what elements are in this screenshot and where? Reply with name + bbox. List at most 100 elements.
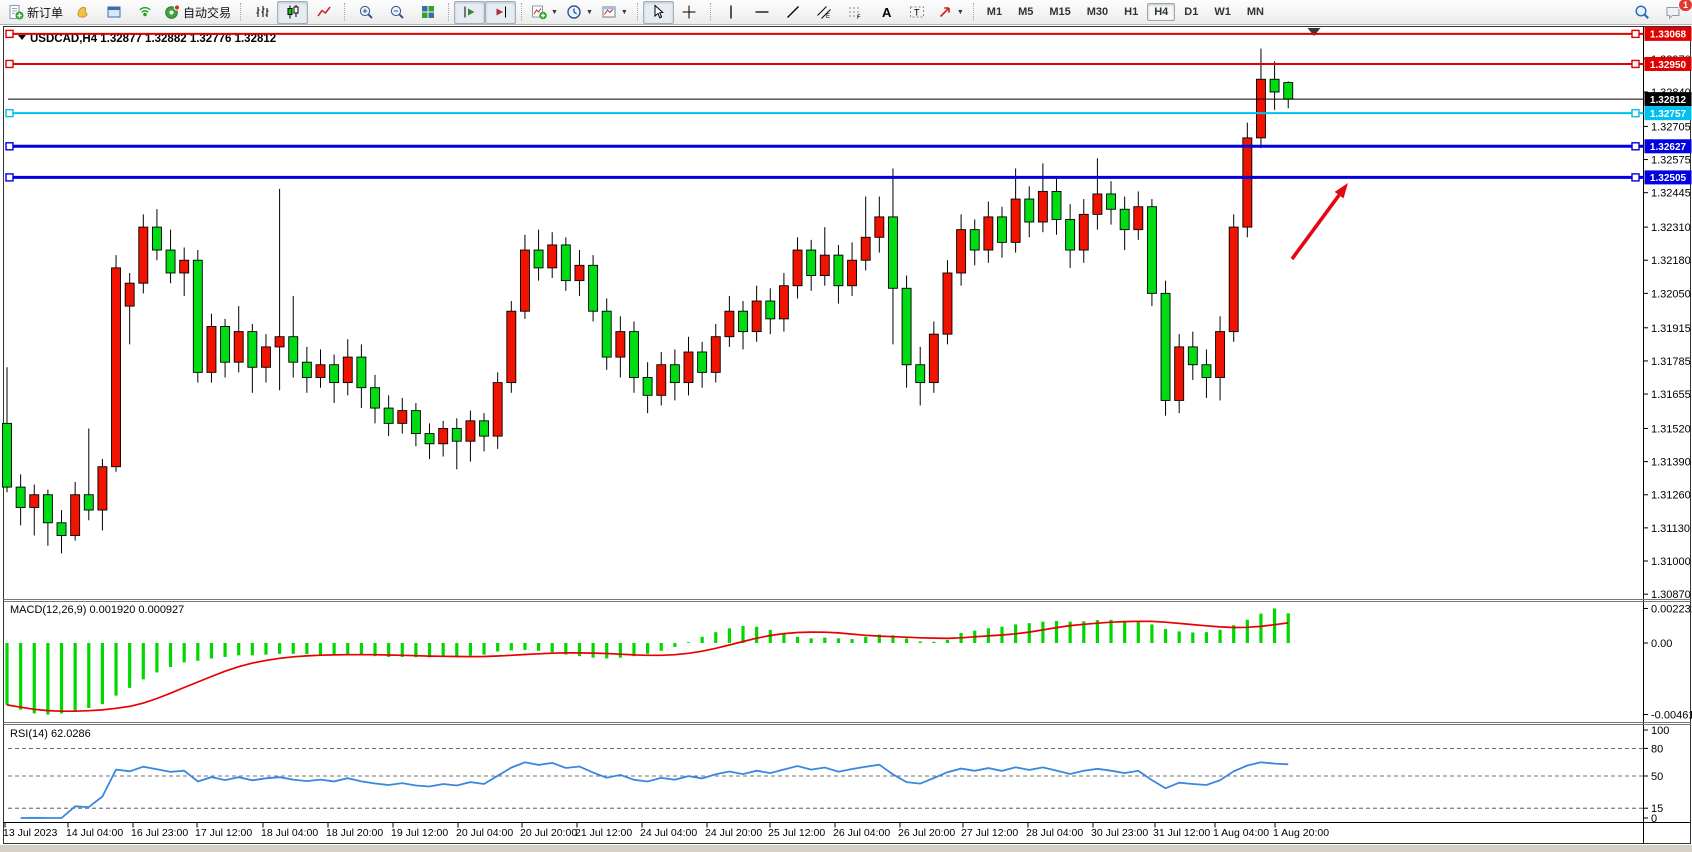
candle-up xyxy=(124,282,135,307)
candle-down xyxy=(1160,292,1171,401)
candle-up xyxy=(206,326,217,373)
candle-chart-button[interactable] xyxy=(277,0,309,24)
candle-up xyxy=(874,216,885,238)
tf-button-M1[interactable]: M1 xyxy=(986,6,1003,18)
search-button[interactable] xyxy=(1626,1,1657,24)
svg-text:F: F xyxy=(857,15,861,20)
chart-shift-marker[interactable] xyxy=(1307,28,1321,36)
svg-text:24 Jul 20:00: 24 Jul 20:00 xyxy=(705,827,762,839)
bar-chart-button[interactable] xyxy=(246,1,277,24)
candle-up xyxy=(274,336,285,348)
equidistant-channel-button[interactable]: E xyxy=(809,1,840,24)
svg-text:100: 100 xyxy=(1651,725,1669,737)
tf-button-D1[interactable]: D1 xyxy=(1184,6,1199,18)
text-label-button[interactable]: T xyxy=(902,1,933,24)
chart-menu-arrow-icon[interactable] xyxy=(18,35,26,40)
candle-down xyxy=(165,249,176,274)
svg-text:80: 80 xyxy=(1651,743,1663,755)
horizontal-line-button[interactable] xyxy=(747,1,778,24)
candle-down xyxy=(1051,190,1062,220)
horizontal-line-1.32757[interactable] xyxy=(5,108,1644,118)
notifications-button[interactable]: 1 xyxy=(1657,0,1692,24)
horizontal-line-1.32505[interactable] xyxy=(5,173,1644,182)
svg-text:18 Jul 04:00: 18 Jul 04:00 xyxy=(261,827,318,839)
macd-label: MACD(12,26,9) 0.001920 0.000927 xyxy=(10,604,184,616)
svg-text:26 Jul 20:00: 26 Jul 20:00 xyxy=(898,827,955,839)
auto-scroll-button[interactable] xyxy=(454,0,486,24)
fibonacci-button[interactable]: F xyxy=(840,1,871,24)
svg-text:16 Jul 23:00: 16 Jul 23:00 xyxy=(131,827,188,839)
svg-text:1.31000: 1.31000 xyxy=(1651,556,1691,568)
vertical-line-button[interactable] xyxy=(716,1,747,24)
price-flag-1.32757: 1.32757 xyxy=(1644,106,1692,121)
candle-down xyxy=(806,249,817,276)
tf-button-H1[interactable]: H1 xyxy=(1124,6,1139,18)
price-flag-1.32950: 1.32950 xyxy=(1644,56,1692,71)
candle-up xyxy=(233,331,244,363)
autotrading-button[interactable]: 自动交易 xyxy=(160,1,235,24)
candle-up xyxy=(1010,198,1021,243)
zoom-in-button[interactable] xyxy=(350,1,381,24)
candle-up xyxy=(97,466,108,511)
svg-text:0.00: 0.00 xyxy=(1651,638,1672,650)
line-chart-button[interactable] xyxy=(308,1,339,24)
line-handle xyxy=(5,29,14,39)
candle-down xyxy=(329,364,340,384)
price-flag-1.32627: 1.32627 xyxy=(1644,139,1692,154)
arrows-button[interactable]: ▼ xyxy=(933,1,968,24)
indicators-icon xyxy=(532,5,547,20)
trendline-icon xyxy=(787,6,800,18)
candle-up xyxy=(547,244,558,269)
autoscroll-icon xyxy=(464,6,475,18)
text-button[interactable]: A xyxy=(871,1,902,24)
candle-up xyxy=(438,428,449,445)
horizontal-line-1.32950[interactable] xyxy=(5,59,1644,69)
tf-button-M15[interactable]: M15 xyxy=(1049,6,1071,18)
svg-text:1.31915: 1.31915 xyxy=(1651,323,1691,335)
new-order-button[interactable]: 新订单 xyxy=(4,1,67,24)
crosshair-icon xyxy=(682,5,696,19)
tf-button-H4[interactable]: H4 xyxy=(1147,3,1176,21)
tiles-icon xyxy=(421,6,434,18)
price-flag-1.32812: 1.32812 xyxy=(1644,92,1692,107)
indicators-list-button[interactable]: ▼ xyxy=(527,1,562,24)
tf-button-M30[interactable]: M30 xyxy=(1086,6,1109,18)
tf-button-M5[interactable]: M5 xyxy=(1018,6,1034,18)
styles-button[interactable] xyxy=(67,1,98,24)
line-handle xyxy=(1631,173,1640,182)
candle-up xyxy=(492,382,503,437)
horizontal-line-1.32627[interactable] xyxy=(5,142,1644,151)
svg-text:0: 0 xyxy=(1651,813,1657,825)
candle-up xyxy=(751,300,762,333)
tf-button-MN[interactable]: MN xyxy=(1246,6,1264,18)
new-order-label: 新订单 xyxy=(27,5,64,20)
candle-down xyxy=(247,331,258,368)
signals-button[interactable] xyxy=(129,1,160,24)
trend-arrow-annotation[interactable] xyxy=(1290,183,1348,261)
candle-up xyxy=(315,364,326,378)
templates-button[interactable]: ▼ xyxy=(597,1,632,24)
horizontal-line-1.33068[interactable] xyxy=(5,29,1644,39)
autotrade-icon xyxy=(165,4,181,19)
candle-down xyxy=(479,420,489,437)
tile-windows-button[interactable] xyxy=(412,1,443,24)
cursor-button[interactable] xyxy=(642,0,674,24)
candle-up xyxy=(261,346,271,368)
crosshair-button[interactable] xyxy=(674,1,705,24)
metaeditor-button[interactable] xyxy=(98,1,129,24)
chart-shift-button[interactable] xyxy=(485,0,517,24)
periods-button[interactable]: ▼ xyxy=(562,1,597,24)
candle-up xyxy=(1215,331,1226,378)
tf-button-W1[interactable]: W1 xyxy=(1214,6,1231,18)
line-handle xyxy=(5,108,14,118)
candle-down xyxy=(697,351,708,373)
candle-down xyxy=(424,433,435,445)
candle-down xyxy=(451,428,462,442)
trend-line-button[interactable] xyxy=(778,1,809,24)
candle-down xyxy=(629,331,639,378)
toolbar-group-separator xyxy=(972,3,974,21)
svg-text:1.31130: 1.31130 xyxy=(1651,523,1690,535)
zoom-out-button[interactable] xyxy=(381,1,412,24)
candle-down xyxy=(1146,206,1157,294)
candle-up xyxy=(519,249,530,312)
